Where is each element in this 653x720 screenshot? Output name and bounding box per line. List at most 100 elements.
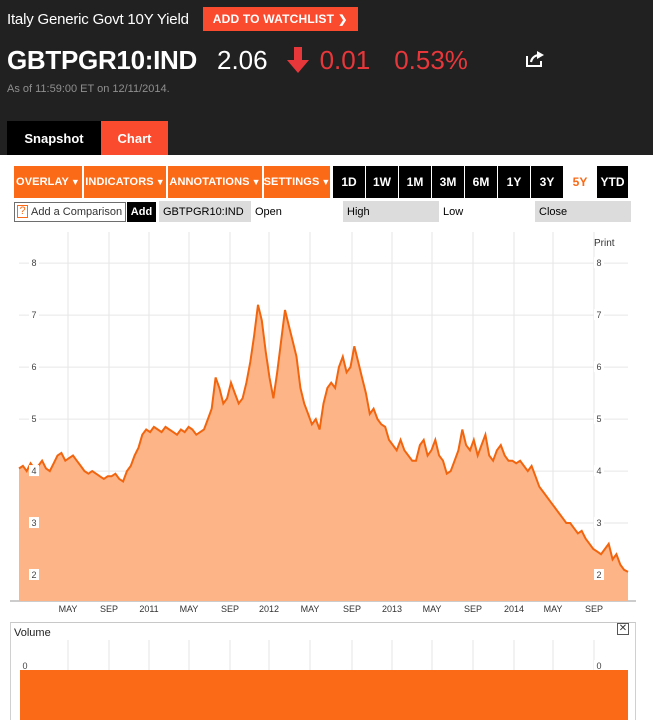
indicators-label: INDICATORS [85, 176, 154, 188]
range-1w-button[interactable]: 1W [366, 166, 398, 198]
range-1m-button[interactable]: 1M [399, 166, 431, 198]
y-tick-label: 3 [31, 518, 36, 528]
range-3y-button[interactable]: 3Y [531, 166, 563, 198]
y-tick-label: 4 [31, 466, 36, 476]
comparison-placeholder: Add a Comparison [31, 205, 123, 218]
volume-panel [10, 622, 636, 720]
volume-area [20, 670, 628, 720]
volume-chart: 0 0 [20, 640, 628, 720]
price-change: 0.01 [319, 44, 371, 75]
y-tick-label: 2 [31, 570, 36, 580]
ticker-symbol: GBTPGR10:IND [7, 44, 197, 75]
title-row: Italy Generic Govt 10Y Yield ADD TO WATC… [7, 7, 358, 31]
x-tick-label: MAY [423, 604, 442, 614]
caret-down-icon: ▼ [321, 177, 331, 187]
last-price: 2.06 [216, 44, 268, 75]
print-link[interactable]: Print [594, 238, 615, 249]
x-tick-label: 2011 [139, 604, 158, 614]
x-tick-label: MAY [544, 604, 563, 614]
y-tick-label: 5 [31, 414, 36, 424]
y-axis-right: 2 3 4 5 6 7 8 [594, 257, 604, 581]
quote-row: GBTPGR10:IND 2.06 0.01 0.53% [7, 40, 468, 80]
close-value-label: Close [535, 201, 631, 222]
y-tick-label-bg [594, 413, 604, 425]
y-tick-label: 7 [596, 310, 601, 320]
y-tick-label: 8 [31, 258, 36, 268]
y-tick-label: 4 [596, 466, 601, 476]
range-5y-button[interactable]: 5Y [564, 166, 596, 198]
y-tick-label-bg [594, 465, 604, 477]
quote-header: Italy Generic Govt 10Y Yield ADD TO WATC… [0, 0, 653, 155]
yield-area [19, 304, 628, 601]
volume-title: Volume [14, 627, 51, 639]
x-tick-label: 2014 [504, 604, 524, 614]
y-tick-label: 3 [596, 518, 601, 528]
y-tick-label: 6 [596, 362, 601, 372]
y-tick-label-bg [29, 569, 39, 581]
settings-menu-button[interactable]: SETTINGS ▼ [264, 166, 330, 198]
tab-snapshot[interactable]: Snapshot [7, 121, 101, 155]
arrow-down-icon [286, 47, 309, 73]
yield-line [18, 304, 629, 573]
x-tick-label: MAY [301, 604, 320, 614]
x-tick-label: SEP [100, 604, 118, 614]
y-tick-label: 2 [596, 570, 601, 580]
y-tick-label-bg [594, 257, 604, 269]
comparison-input[interactable]: ? Add a Comparison [14, 201, 126, 222]
as-of-timestamp: As of 11:59:00 ET on 12/11/2014. [7, 83, 170, 95]
close-icon[interactable]: ✕ [617, 623, 629, 635]
tab-chart[interactable]: Chart [101, 121, 168, 155]
y-tick-label: 6 [31, 362, 36, 372]
add-to-watchlist-button[interactable]: ADD TO WATCHLIST ❯ [202, 7, 358, 31]
y-tick-label-bg [29, 465, 39, 477]
caret-down-icon: ▼ [70, 177, 80, 187]
volume-axis-left: 0 [20, 660, 30, 671]
annotations-menu-button[interactable]: ANNOTATIONS ▼ [168, 166, 262, 198]
comparison-row: ? Add a Comparison Add GBTPGR10:IND Open… [14, 201, 631, 222]
settings-label: SETTINGS [263, 176, 320, 188]
x-tick-label: MAY [59, 604, 78, 614]
x-tick-label: SEP [464, 604, 482, 614]
range-1d-button[interactable]: 1D [333, 166, 365, 198]
volume-axis-right: 0 [594, 660, 604, 671]
security-name: Italy Generic Govt 10Y Yield [7, 10, 189, 28]
volume-tick-label: 0 [596, 661, 601, 671]
chart-grid [10, 232, 636, 602]
y-tick-label-bg [29, 517, 39, 529]
range-6m-button[interactable]: 6M [465, 166, 497, 198]
range-ytd-button[interactable]: YTD [597, 166, 628, 198]
volume-grid [67, 640, 595, 670]
overlay-label: OVERLAY [16, 176, 69, 188]
y-tick-label: 8 [596, 258, 601, 268]
high-value-label: High [343, 201, 439, 222]
x-tick-label: SEP [585, 604, 603, 614]
watchlist-label: ADD TO WATCHLIST [212, 12, 335, 26]
caret-down-icon: ▼ [155, 177, 165, 187]
range-3m-button[interactable]: 3M [432, 166, 464, 198]
x-tick-label: MAY [180, 604, 199, 614]
y-tick-label-bg [594, 309, 604, 321]
y-tick-label-bg [29, 361, 39, 373]
x-tick-label: SEP [221, 604, 239, 614]
x-tick-label: SEP [343, 604, 361, 614]
symbol-cell: GBTPGR10:IND [159, 201, 251, 222]
x-tick-label: 2012 [259, 604, 279, 614]
annotations-label: ANNOTATIONS [169, 176, 250, 188]
range-1y-button[interactable]: 1Y [498, 166, 530, 198]
y-tick-label: 5 [596, 414, 601, 424]
open-value-label: Open [255, 205, 282, 218]
indicators-menu-button[interactable]: INDICATORS ▼ [84, 166, 166, 198]
y-tick-label-bg [594, 517, 604, 529]
y-tick-label: 7 [31, 310, 36, 320]
y-axis-left: 2 3 4 5 6 7 8 [29, 257, 39, 581]
caret-down-icon: ▼ [251, 177, 261, 187]
share-icon[interactable] [525, 50, 545, 68]
x-tick-label: 2013 [382, 604, 402, 614]
low-value-label: Low [443, 205, 464, 218]
y-tick-label-bg [594, 569, 604, 581]
help-icon[interactable]: ? [17, 205, 28, 218]
add-comparison-button[interactable]: Add [127, 201, 156, 222]
y-tick-label-bg [29, 257, 39, 269]
overlay-menu-button[interactable]: OVERLAY ▼ [14, 166, 82, 198]
y-tick-label-bg [29, 309, 39, 321]
